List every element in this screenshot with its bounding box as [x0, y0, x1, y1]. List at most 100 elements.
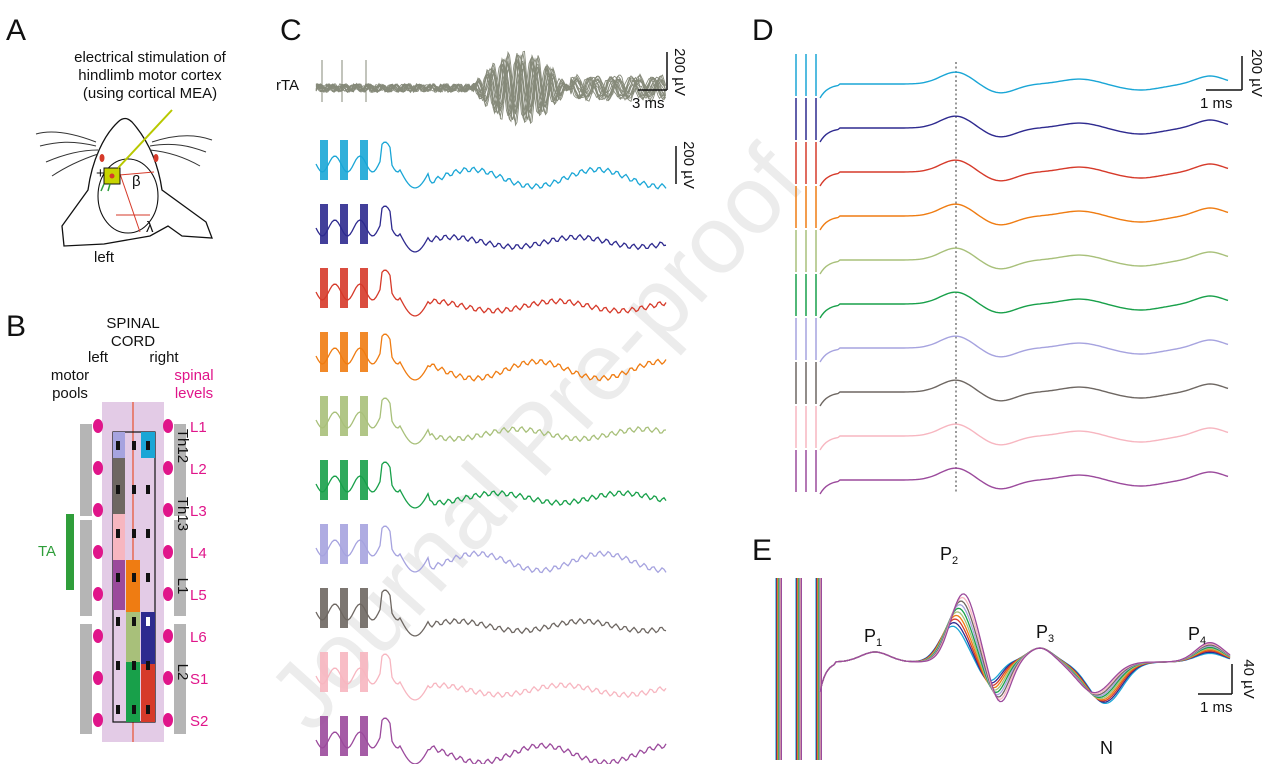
stim-artifact	[320, 268, 328, 308]
ctrace-0	[315, 141, 667, 190]
vertebra	[80, 624, 92, 734]
etrace-7	[819, 600, 1231, 698]
stim-artifact	[360, 396, 368, 436]
vertebra-label: L2	[174, 664, 191, 681]
dtrace-6	[819, 335, 1229, 363]
vertebra	[174, 520, 186, 616]
electrode-contact	[132, 661, 136, 670]
stim-artifact	[340, 460, 348, 500]
ctrace-6	[315, 525, 667, 574]
ctrace-9	[315, 717, 667, 764]
stim-artifact	[340, 268, 348, 308]
motor-pool-dot-right	[163, 419, 173, 433]
motor-pool-dot-left	[93, 713, 103, 727]
scale-d-time: 1 ms	[1200, 95, 1233, 112]
motor-pool-dot-left	[93, 629, 103, 643]
electrode-contact	[132, 705, 136, 714]
motor-pool-dot-left	[93, 587, 103, 601]
peak-p2: P2	[940, 544, 958, 567]
ctrace-2	[315, 269, 667, 317]
vertebra	[80, 424, 92, 516]
stim-artifact	[320, 716, 328, 756]
scale-c-bottom-voltage: 200 µV	[680, 141, 697, 189]
electrode-contact	[116, 617, 120, 626]
motor-pool-dot-right	[163, 671, 173, 685]
etrace-2	[819, 618, 1231, 702]
stim-artifact	[340, 396, 348, 436]
stim-artifact	[340, 588, 348, 628]
ctrace-3	[315, 333, 667, 382]
stim-artifact	[360, 268, 368, 308]
rta-trace	[315, 54, 666, 124]
stim-artifact	[320, 332, 328, 372]
rat-head-drawing	[35, 109, 213, 247]
ta-label: TA	[38, 543, 56, 560]
stim-artifact	[340, 524, 348, 564]
rta-label: rTA	[276, 77, 299, 94]
motor-pool-block	[126, 662, 140, 722]
rta-trace	[315, 60, 666, 115]
stim-artifact	[320, 140, 328, 180]
lambda-symbol: λ	[146, 219, 154, 236]
spinal-level-label: L2	[190, 461, 207, 478]
vertebra	[80, 520, 92, 616]
dtrace-8	[819, 423, 1229, 451]
motor-pool-dot-left	[93, 419, 103, 433]
caption-line-3: (using cortical MEA)	[83, 85, 217, 102]
dtrace-3	[819, 203, 1229, 231]
spinal-title-1: SPINAL	[106, 315, 159, 332]
spinal-level-label: L5	[190, 587, 207, 604]
stim-artifact	[360, 460, 368, 500]
electrode-contact	[132, 529, 136, 538]
dtrace-5	[819, 291, 1229, 319]
electrode-contact	[132, 485, 136, 494]
stim-artifact	[340, 652, 348, 692]
motor-pool-dot-right	[163, 629, 173, 643]
spinal-level-label: L4	[190, 545, 207, 562]
ta-bar	[66, 514, 74, 590]
motor-pool-dot-left	[93, 503, 103, 517]
electrode-contact	[146, 441, 150, 450]
electrode-contact	[116, 661, 120, 670]
beta-symbol: β	[132, 173, 141, 190]
dtrace-9	[819, 467, 1229, 495]
vertebra	[174, 424, 186, 516]
motor-pool-block	[126, 560, 140, 612]
stim-artifact	[360, 716, 368, 756]
vertebra-label: Th12	[174, 429, 191, 463]
scale-bar-e	[1198, 664, 1233, 695]
stim-artifact	[320, 396, 328, 436]
electrode-contact	[116, 485, 120, 494]
motor-pool-dot-left	[93, 545, 103, 559]
vertebra-labels: Th12 Th13 L1 L2	[174, 429, 191, 680]
stim-artifact	[360, 588, 368, 628]
dtrace-0	[819, 71, 1229, 99]
scale-d-voltage: 200 µV	[1248, 49, 1265, 97]
dtrace-7	[819, 379, 1229, 407]
electrode-contact	[146, 617, 150, 626]
motor-pool-block	[126, 612, 140, 662]
panel-label-d: D	[752, 14, 774, 47]
etrace-9	[819, 593, 1231, 703]
dtrace-4	[819, 247, 1229, 275]
stim-artifact	[320, 204, 328, 244]
spinal-level-label: L1	[190, 419, 207, 436]
etrace-6	[819, 603, 1231, 697]
scale-bar-d	[1206, 56, 1243, 91]
stim-artifact	[360, 524, 368, 564]
ctrace-4	[315, 397, 667, 445]
levels-title-1: spinal	[174, 367, 213, 384]
stim-artifact	[340, 140, 348, 180]
motor-pool-dot-left	[93, 671, 103, 685]
electrode-contact	[146, 529, 150, 538]
stim-artifact	[360, 652, 368, 692]
spinal-title-2: CORD	[111, 333, 155, 350]
motor-pool-block	[113, 560, 125, 610]
dtrace-1	[819, 115, 1229, 143]
side-label-left: left	[94, 249, 115, 266]
spinal-level-label: L3	[190, 503, 207, 520]
electrode-contact	[132, 573, 136, 582]
panel-label-b: B	[6, 310, 26, 343]
vertebra-label: L1	[174, 578, 191, 595]
